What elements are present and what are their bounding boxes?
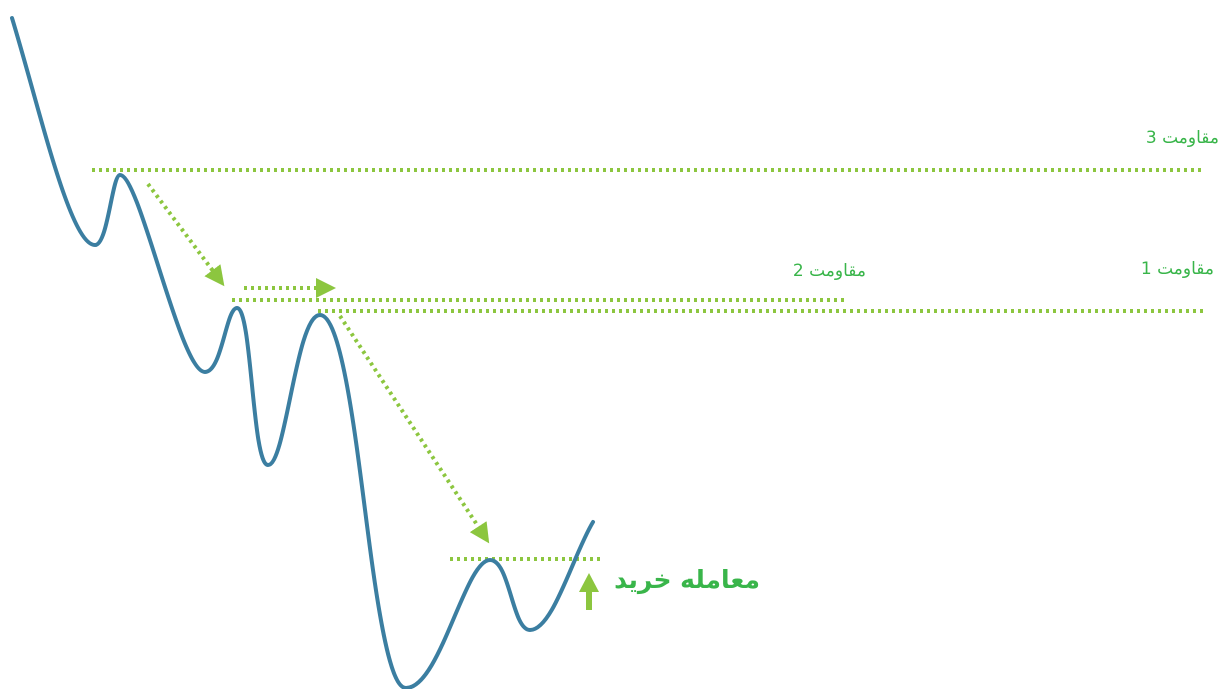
arrow-down-right-icon: [338, 314, 490, 544]
resistance-2-label: مقاومت 2: [793, 261, 866, 281]
buy-trade-label: معامله خرید: [614, 565, 760, 595]
price-line: [10, 16, 595, 689]
arrow-up-icon: [579, 573, 599, 610]
resistance-1-label: مقاومت 1: [1141, 259, 1214, 279]
resistance-3-label: مقاومت 3: [1146, 128, 1219, 148]
